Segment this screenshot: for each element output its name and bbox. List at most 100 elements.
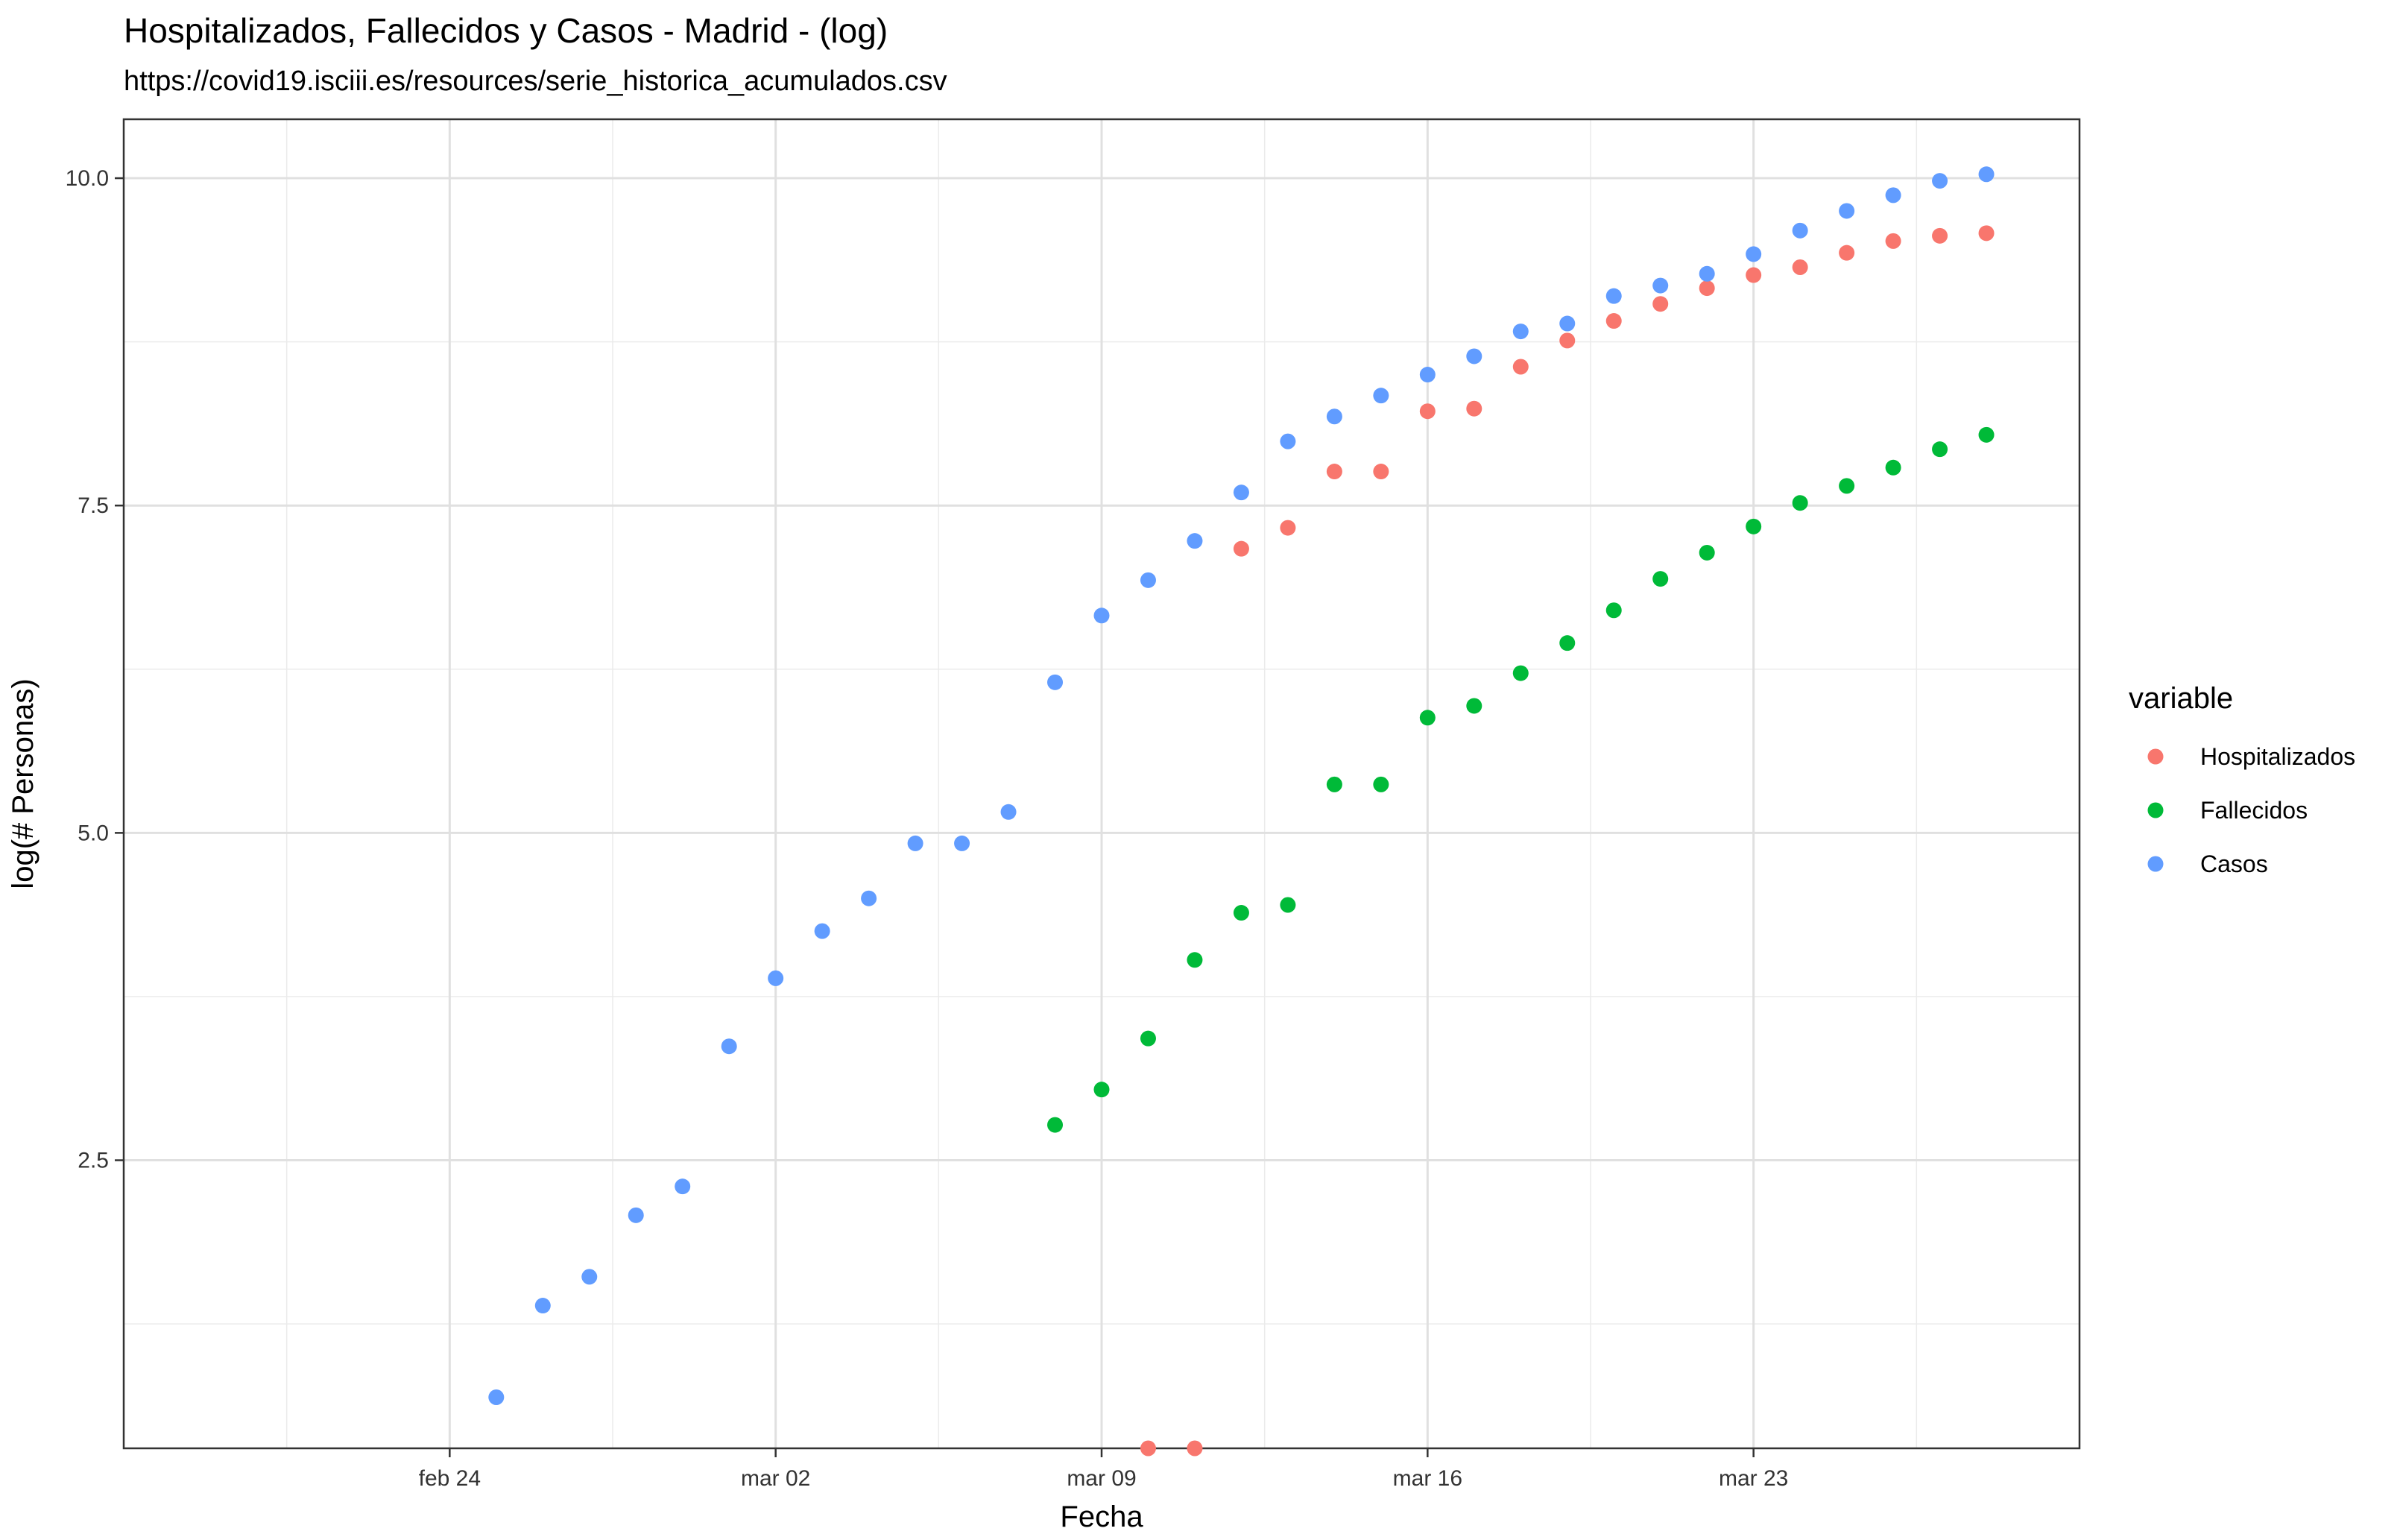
- legend-key: [2147, 748, 2164, 765]
- data-point: [721, 1038, 737, 1055]
- data-point: [1140, 1440, 1156, 1457]
- data-point: [1047, 1117, 1064, 1133]
- data-point: [1466, 698, 1482, 714]
- x-tick-label: mar 23: [1719, 1466, 1788, 1491]
- legend-label: Fallecidos: [2200, 797, 2308, 824]
- x-tick-label: feb 24: [419, 1466, 481, 1491]
- data-point: [628, 1207, 644, 1223]
- data-point: [1187, 533, 1203, 549]
- data-point: [1932, 227, 1948, 244]
- data-point: [1280, 520, 1296, 536]
- data-point: [1839, 244, 1855, 261]
- chart-subtitle: https://covid19.isciii.es/resources/seri…: [124, 66, 947, 97]
- data-point: [1652, 296, 1669, 312]
- data-point: [1326, 464, 1342, 480]
- data-point: [1233, 485, 1249, 501]
- data-point: [1326, 776, 1342, 792]
- x-tick-labels: feb 24 mar 02 mar 09 mar 16 mar 23: [419, 1466, 1789, 1491]
- data-point: [1932, 173, 1948, 189]
- series-fallecidos: [1047, 426, 1995, 1133]
- data-point: [1140, 1030, 1156, 1047]
- data-point: [1000, 804, 1017, 820]
- x-tick-label: mar 16: [1393, 1466, 1462, 1491]
- axis-ticks: [115, 177, 1755, 1457]
- data-point: [1978, 166, 1995, 183]
- data-point: [1559, 332, 1576, 349]
- y-axis-title: log(# Personas): [7, 678, 40, 889]
- data-point: [1373, 464, 1389, 480]
- data-point: [1559, 315, 1576, 332]
- data-point: [1280, 433, 1296, 449]
- data-point: [1699, 265, 1715, 282]
- data-point: [1326, 408, 1342, 425]
- data-point: [1512, 359, 1529, 375]
- data-points: [488, 166, 1995, 1457]
- legend-items: Hospitalizados Fallecidos Casos: [2147, 743, 2355, 877]
- y-tick-label: 2.5: [78, 1149, 109, 1173]
- data-point: [1839, 203, 1855, 219]
- chart-title: Hospitalizados, Fallecidos y Casos - Mad…: [124, 11, 888, 50]
- x-tick-label: mar 02: [741, 1466, 810, 1491]
- data-point: [1746, 518, 1762, 534]
- data-point: [1699, 544, 1715, 561]
- legend-label: Hospitalizados: [2200, 743, 2355, 770]
- data-point: [1652, 571, 1669, 587]
- data-point: [861, 890, 877, 906]
- data-point: [1093, 608, 1110, 624]
- data-point: [1047, 674, 1064, 690]
- data-point: [1605, 313, 1622, 329]
- data-point: [1792, 259, 1808, 276]
- legend-item: Casos: [2147, 851, 2268, 877]
- data-point: [534, 1298, 551, 1314]
- grid-major: [124, 119, 2080, 1448]
- data-point: [1512, 665, 1529, 681]
- y-tick-label: 5.0: [78, 821, 109, 845]
- data-point: [1187, 952, 1203, 968]
- legend-item: Hospitalizados: [2147, 743, 2355, 770]
- data-point: [1187, 1440, 1203, 1457]
- data-point: [1466, 348, 1482, 365]
- legend: variable Hospitalizados Fallecidos Casos: [2129, 682, 2355, 877]
- legend-key: [2147, 802, 2164, 818]
- legend-key: [2147, 856, 2164, 872]
- legend-item: Fallecidos: [2147, 797, 2308, 824]
- data-point: [1885, 233, 1901, 249]
- data-point: [488, 1389, 505, 1405]
- data-point: [1746, 267, 1762, 283]
- data-point: [1373, 776, 1389, 792]
- data-point: [814, 923, 830, 939]
- data-point: [1466, 400, 1482, 417]
- y-tick-labels: 2.5 5.0 7.5 10.0: [66, 166, 109, 1173]
- data-point: [1885, 459, 1901, 476]
- data-point: [1280, 897, 1296, 913]
- data-point: [1652, 277, 1669, 294]
- data-point: [1792, 222, 1808, 239]
- data-point: [1093, 1082, 1110, 1098]
- data-point: [1885, 187, 1901, 203]
- series-casos: [488, 166, 1995, 1405]
- data-point: [1512, 324, 1529, 340]
- data-point: [1419, 403, 1436, 420]
- x-tick-label: mar 09: [1067, 1466, 1136, 1491]
- data-point: [1419, 367, 1436, 383]
- y-tick-label: 7.5: [78, 493, 109, 518]
- data-point: [1746, 246, 1762, 262]
- data-point: [1140, 572, 1156, 588]
- data-point: [1932, 441, 1948, 458]
- data-point: [768, 970, 784, 986]
- data-point: [1978, 225, 1995, 242]
- data-point: [1559, 635, 1576, 651]
- data-point: [1839, 478, 1855, 494]
- y-tick-label: 10.0: [66, 166, 109, 191]
- legend-title: variable: [2129, 682, 2233, 715]
- data-point: [1792, 495, 1808, 511]
- data-point: [954, 835, 970, 851]
- data-point: [1373, 388, 1389, 404]
- data-point: [1605, 288, 1622, 304]
- series-hospitalizados: [1140, 225, 1995, 1457]
- data-point: [581, 1269, 598, 1285]
- data-point: [1605, 602, 1622, 619]
- legend-label: Casos: [2200, 851, 2268, 877]
- data-point: [1699, 280, 1715, 297]
